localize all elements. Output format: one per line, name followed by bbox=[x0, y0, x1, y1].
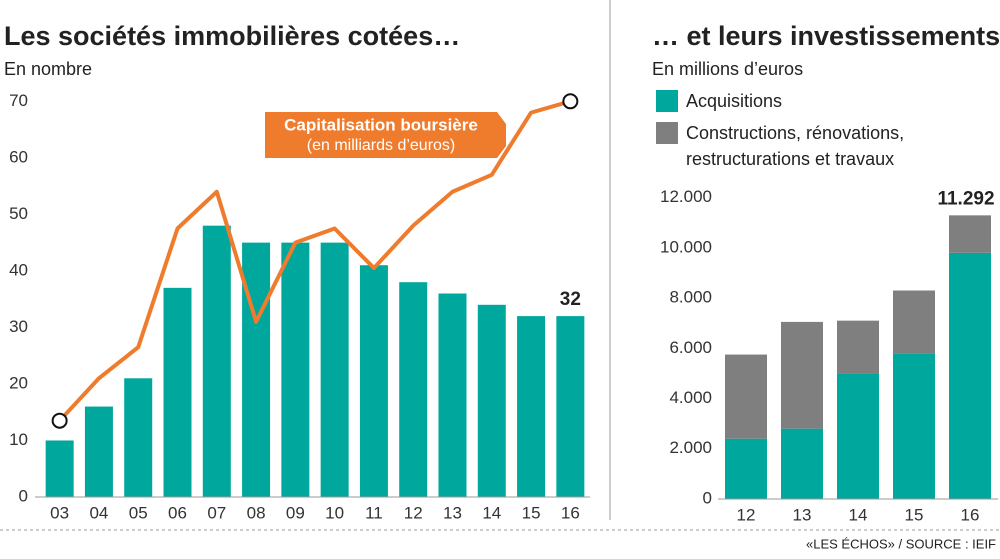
bar-segment bbox=[949, 215, 991, 253]
x-tick-label: 14 bbox=[482, 503, 501, 522]
bar bbox=[399, 282, 428, 497]
y-tick-label: 40 bbox=[9, 260, 28, 279]
legend-item: Constructions, rénovations, restructurat… bbox=[656, 120, 956, 172]
bar bbox=[84, 406, 113, 497]
bar bbox=[517, 316, 546, 497]
chart-title: Les sociétés immobilières cotées… bbox=[4, 21, 460, 51]
x-tick-label: 12 bbox=[737, 505, 756, 524]
annotation-box bbox=[265, 112, 506, 158]
x-tick-label: 14 bbox=[849, 505, 868, 524]
line bbox=[58, 99, 571, 423]
chart-title: … et leurs investissements bbox=[652, 21, 1000, 51]
bar-segment bbox=[725, 354, 767, 439]
x-tick-label: 05 bbox=[129, 503, 148, 522]
x-tick-label: 13 bbox=[793, 505, 812, 524]
y-tick-label: 30 bbox=[9, 317, 28, 336]
line-marker bbox=[562, 93, 579, 110]
legend-label: Constructions, rénovations, restructurat… bbox=[686, 123, 905, 169]
bar-segment bbox=[837, 373, 879, 499]
x-tick-label: 04 bbox=[89, 503, 108, 522]
bar-segment bbox=[781, 428, 823, 499]
x-tick-label: 08 bbox=[247, 503, 266, 522]
bar-segment bbox=[781, 321, 823, 429]
bar bbox=[359, 265, 388, 497]
y-tick-label: 2.000 bbox=[669, 438, 712, 457]
bar-segment bbox=[837, 320, 879, 374]
y-tick-label: 0 bbox=[703, 488, 712, 507]
y-tick-label: 60 bbox=[9, 147, 28, 166]
bar bbox=[281, 242, 310, 497]
x-tick-label: 09 bbox=[286, 503, 305, 522]
x-tick-label: 11 bbox=[365, 503, 383, 522]
legend-label: Acquisitions bbox=[686, 91, 783, 111]
y-tick-label: 0 bbox=[19, 486, 28, 505]
y-tick-label: 10 bbox=[9, 430, 28, 449]
y-tick-label: 4.000 bbox=[669, 388, 712, 407]
bar bbox=[45, 440, 74, 497]
value-label: 32 bbox=[560, 289, 581, 310]
bar-segment bbox=[949, 252, 991, 499]
x-tick-label: 13 bbox=[443, 503, 462, 522]
x-tick-label: 16 bbox=[961, 505, 980, 524]
bar bbox=[556, 316, 585, 497]
y-tick-label: 8.000 bbox=[669, 288, 712, 307]
bar bbox=[163, 287, 192, 497]
total-label: 11.292 bbox=[937, 188, 994, 209]
bar-segment bbox=[725, 438, 767, 499]
bar bbox=[477, 304, 506, 497]
x-tick-label: 15 bbox=[905, 505, 924, 524]
source: «LES ÉCHOS» / SOURCE : IEIF bbox=[806, 536, 996, 551]
y-tick-label: 70 bbox=[9, 91, 28, 110]
x-tick-label: 03 bbox=[50, 503, 69, 522]
x-tick-label: 06 bbox=[168, 503, 187, 522]
legend-swatch bbox=[656, 90, 678, 112]
y-tick-label: 6.000 bbox=[669, 338, 712, 357]
y-tick-label: 20 bbox=[9, 373, 28, 392]
line-marker bbox=[51, 412, 68, 429]
annotation-title: Capitalisation boursière bbox=[284, 115, 478, 134]
y-tick-label: 10.000 bbox=[660, 237, 712, 256]
legend: Acquisitions Constructions, rénovations, … bbox=[656, 88, 956, 178]
bar bbox=[320, 242, 349, 497]
chart-subtitle: En millions d’euros bbox=[652, 59, 803, 79]
y-tick-label: 12.000 bbox=[660, 187, 712, 206]
bar bbox=[202, 225, 231, 497]
legend-swatch bbox=[656, 122, 678, 144]
bar bbox=[124, 378, 153, 497]
y-tick-label: 50 bbox=[9, 204, 28, 223]
x-tick-label: 15 bbox=[522, 503, 541, 522]
bar-segment bbox=[893, 290, 935, 354]
bar bbox=[438, 293, 467, 497]
bar bbox=[242, 242, 271, 497]
chart-subtitle: En nombre bbox=[4, 59, 92, 79]
legend-item: Acquisitions bbox=[656, 88, 956, 114]
bar-segment bbox=[893, 353, 935, 499]
x-tick-label: 10 bbox=[325, 503, 344, 522]
x-tick-label: 12 bbox=[404, 503, 423, 522]
x-tick-label: 16 bbox=[561, 503, 580, 522]
annotation-unit: (en milliards d’euros) bbox=[307, 137, 456, 154]
x-tick-label: 07 bbox=[207, 503, 226, 522]
